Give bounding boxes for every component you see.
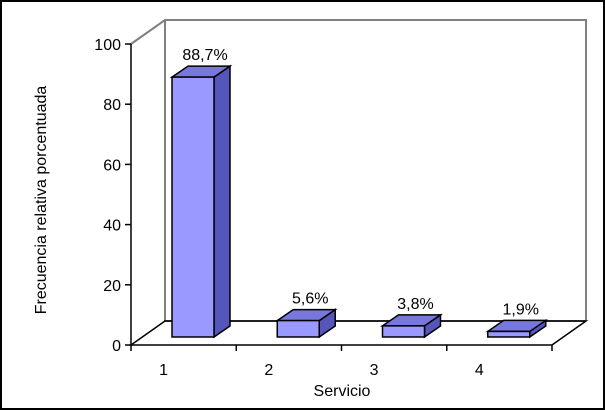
x-tick-label: 3 (370, 362, 379, 379)
bar-front-face (487, 330, 531, 338)
x-tick-label: 1 (159, 362, 168, 379)
bar (274, 308, 338, 339)
axes: 0 20 40 60 80 100 1 2 3 4 (94, 37, 553, 379)
y-tick-label: 0 (112, 338, 121, 355)
data-labels: 88,7% 5,6% 3,8% 1,9% (182, 47, 539, 318)
bar (169, 64, 233, 339)
back-wall-outline (130, 19, 587, 321)
y-tick-label: 40 (103, 218, 121, 235)
y-tick-label: 80 (103, 97, 121, 114)
y-axis-title: Frecuencia relativa porcentuada (33, 86, 50, 315)
data-label: 1,9% (503, 301, 539, 318)
x-tick-label: 4 (475, 362, 484, 379)
bar (485, 319, 549, 339)
bar (380, 313, 443, 339)
plot-walls (128, 19, 589, 346)
bar-front-face (171, 76, 215, 338)
bar-side-face (213, 64, 231, 339)
floor (128, 320, 589, 346)
data-label: 88,7% (182, 47, 227, 64)
x-axis-title: Servicio (314, 383, 371, 400)
bar-front-face (276, 319, 320, 338)
y-tick-label: 100 (94, 37, 121, 54)
data-label: 3,8% (397, 296, 433, 313)
x-tick-label: 2 (264, 362, 273, 379)
bars (169, 64, 549, 339)
y-tick-label: 60 (103, 157, 121, 174)
y-tick-label: 20 (103, 278, 121, 295)
bar-front-face (381, 325, 426, 338)
data-label: 5,6% (292, 291, 328, 308)
